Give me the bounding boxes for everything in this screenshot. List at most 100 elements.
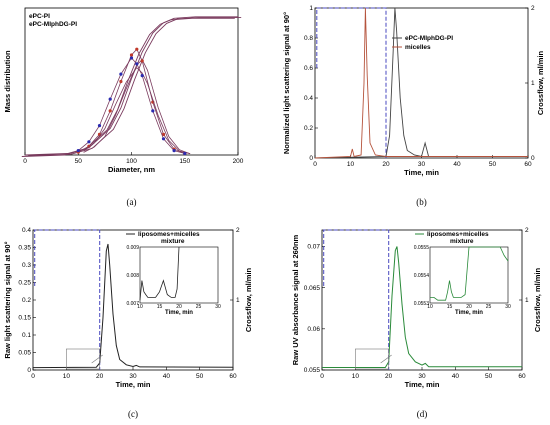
panel-a-point-0-9 [161,132,166,136]
panel-b-y2tick-label-0: 0 [531,155,535,162]
panel-c-xtick-label-4: 40 [163,373,171,380]
panel-b-legend-1: micelles [405,44,431,51]
panel-c-zoom-box [66,348,100,370]
panel-c-xtick-label-3: 30 [129,373,137,380]
panel-c-ylabel: Raw light scattering signal at 90° [3,241,12,358]
panel-b-xtick-label-6: 60 [524,161,532,168]
panel-b-frame [314,7,529,159]
panel-b-ytick-label-1: 0.2 [304,125,313,132]
panel-b-series-0 [314,7,528,159]
panel-c-series [32,243,234,369]
panel-c-legend-1: mixture [161,238,185,245]
panel-d-ytick-label-3: 0.07 [307,244,320,251]
panel-a-point-0-1 [87,144,91,148]
panel-c-y2tick-label-1: 2 [236,227,240,234]
panel-c-inset-xtick-0: 10 [137,304,143,310]
panel-b-xtick-label-0: 0 [313,161,317,168]
panel-c-inset-ytick-0: 0.007 [126,301,139,307]
panel-b-xlabel: Time, min [404,168,439,177]
panel-a-point-1-3 [108,97,112,101]
panel-b-ylabel: Normalized light scattering signal at 90… [282,12,291,154]
panel-c-ytick-label-8: 0.4 [22,227,31,234]
panel-d-y2tick-label-0: 1 [525,297,529,304]
panel-c-y2tick-label-0: 1 [236,297,240,304]
panel-d-inset-xtick-3: 25 [486,304,492,310]
panel-b-xtick-label-2: 20 [382,161,390,168]
panel-d-inset-ytick-0: 0.0553 [414,301,430,307]
panel-d-inset-ytick-1: 0.0554 [414,273,430,279]
panel-d-inset-xtick-4: 30 [505,304,511,310]
panel-a-point-1-10 [172,149,176,153]
panel-d-inset-xtick-1: 15 [447,304,453,310]
panel-c-ytick-label-7: 0.35 [18,245,31,252]
panel-a-point-0-6 [135,47,139,51]
panel-b-xtick-label-5: 50 [489,161,497,168]
panel-c-legend-0: liposomes+micelles [138,231,200,238]
panel-c-ytick-label-3: 0.15 [18,315,31,322]
panel-b-label: (b) [416,197,427,207]
panel-b-crossflow [316,7,387,158]
panel-d-xtick-label-2: 20 [385,373,393,380]
panel-d-series [322,246,522,368]
panel-d-inset-xlabel: Time, min [455,310,483,316]
panel-c-zoom-arrow [91,354,103,364]
panel-a-xlabel: Diameter, nm [108,165,155,174]
panel-c-label: (c) [128,409,138,419]
panel-c-inset-ytick-2: 0.009 [126,245,139,251]
panel-c-xtick-label-2: 20 [96,373,104,380]
panel-d-xlabel: Time, min [405,380,440,389]
panel-a-frame [24,7,239,156]
panel-a-point-0-7 [140,59,144,63]
panel-a-xtick-label-4: 200 [233,158,244,165]
panel-d-xtick-label-4: 40 [452,373,460,380]
panel-c-y2label: Crossflow, ml/min [244,267,253,332]
panel-a-point-1-6 [135,62,139,66]
panel-b-y2tick-label-1: 1 [531,80,535,87]
panel-d-label: (d) [417,409,428,419]
panel-d-zoom-box [355,348,389,370]
panel-a-point-1-0 [76,149,80,153]
panel-d-xtick-label-0: 0 [320,373,324,380]
panel-b-ytick-label-2: 0.4 [304,95,313,102]
panel-b-ytick-label-3: 0.6 [304,65,313,72]
panel-d-xtick-label-3: 30 [418,373,426,380]
panel-a-label: (a) [127,197,137,207]
panel-c-xtick-label-5: 50 [196,373,204,380]
panel-c-inset-xlabel: Time, min [165,310,193,316]
panel-a-xtick-label-2: 100 [126,158,137,165]
panel-c-xlabel: Time, min [116,380,151,389]
panel-a-fit-1-1 [83,67,191,155]
panel-a-point-1-9 [161,137,166,141]
panel-d-ytick-label-1: 0.06 [307,326,320,333]
panel-b-ytick-label-5: 1 [309,5,313,12]
panel-c-inset-xtick-1: 15 [157,304,163,310]
panel-d-legend-1: mixture [450,238,474,245]
panel-b-xtick-label-4: 40 [453,161,461,168]
panel-a-ylabel: Mass distribution [3,50,12,113]
panel-c-ytick-label-0: 0 [27,367,31,374]
panel-c-inset-frame [139,246,219,304]
panel-b-ytick-label-4: 0.8 [304,35,313,42]
panel-d-inset-ytick-2: 0.0555 [414,245,430,251]
panel-a-point-1-8 [151,109,155,113]
panel-b-legend-0: ePC-MIphDG-PI [405,35,453,42]
panel-a-fit-0-0 [78,48,185,154]
panel-c-inset-xtick-3: 25 [196,304,202,310]
panel-a-point-1-7 [140,74,144,78]
panel-d: 0 10 20 30 40 50 60 Time, min 0.055 0.06 0.065 0.07… [291,227,542,419]
panel-a: 0 50 100 150 200 Diameter, nm Mass distributio… [3,7,244,207]
panel-c-xtick-label-0: 0 [31,373,35,380]
panel-c-crossflow [34,229,101,370]
panel-d-y2label: Crossflow, ml/min [533,267,542,332]
panel-a-fit-0-1 [83,59,191,155]
panel-b-xtick-label-3: 30 [418,161,426,168]
panel-d-crossflow [323,229,390,370]
panel-c-inset-ytick-1: 0.008 [126,273,139,279]
panel-c-inset-series [139,246,180,301]
panel-a-legend-1: ePC-MIphDG-PI [29,21,77,28]
panel-d-inset-series [430,246,509,301]
panel-d-xtick-label-1: 10 [352,373,360,380]
panel-a-cumulative-0 [24,16,238,156]
